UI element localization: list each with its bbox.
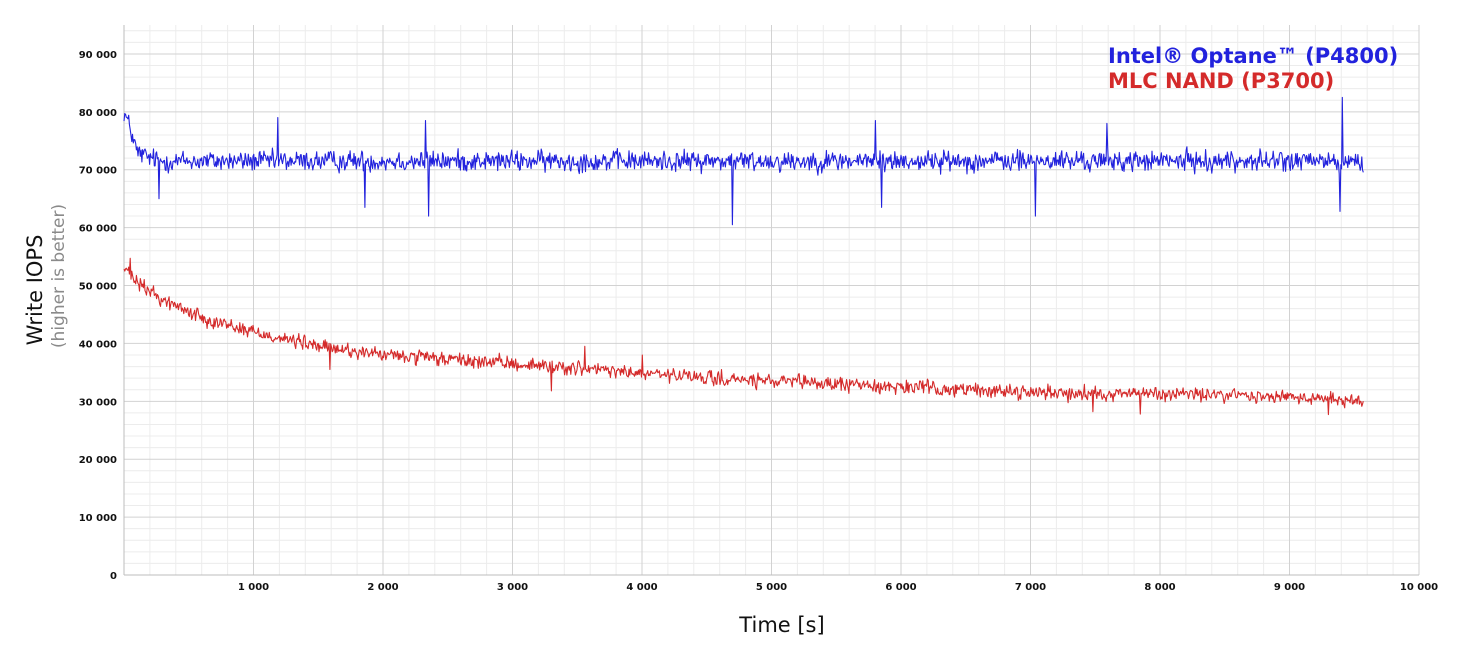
series-line-nand — [123, 257, 1364, 416]
x-tick-label: 7 000 — [1015, 582, 1046, 593]
y-tick-label: 10 000 — [79, 513, 117, 524]
x-tick-label: 10 000 — [1400, 582, 1438, 593]
grid — [124, 25, 1420, 576]
x-tick-label: 6 000 — [885, 582, 916, 593]
legend-optane: Intel® Optane™ (P4800) — [1108, 44, 1398, 68]
y-tick-label: 0 — [110, 571, 117, 582]
legend-nand: MLC NAND (P3700) — [1108, 69, 1334, 93]
legend: Intel® Optane™ (P4800) MLC NAND (P3700) — [1108, 44, 1398, 93]
y-tick-label: 60 000 — [79, 224, 117, 235]
y-tick-label: 40 000 — [79, 339, 117, 350]
y-tick-label: 50 000 — [79, 282, 117, 293]
tick-labels: 1 000 2 000 3 000 4 000 5 000 6 000 7 000 8 000… — [79, 50, 1438, 593]
x-tick-label: 1 000 — [238, 582, 269, 593]
x-tick-label: 3 000 — [497, 582, 528, 593]
y-tick-label: 20 000 — [79, 455, 117, 466]
x-tick-label: 5 000 — [756, 582, 787, 593]
plot-area — [123, 96, 1364, 416]
y-tick-label: 30 000 — [79, 397, 117, 408]
x-axis-label: Time [s] — [738, 613, 824, 637]
y-axis-sublabel: (higher is better) — [49, 204, 69, 348]
y-tick-label: 70 000 — [79, 166, 117, 177]
x-tick-label: 2 000 — [367, 582, 398, 593]
x-tick-label: 9 000 — [1274, 582, 1305, 593]
x-tick-label: 4 000 — [626, 582, 657, 593]
series-line-optane — [123, 96, 1364, 226]
y-tick-label: 90 000 — [79, 50, 117, 61]
y-axis-label: Write IOPS — [23, 235, 47, 346]
y-tick-label: 80 000 — [79, 108, 117, 119]
x-tick-label: 8 000 — [1144, 582, 1175, 593]
